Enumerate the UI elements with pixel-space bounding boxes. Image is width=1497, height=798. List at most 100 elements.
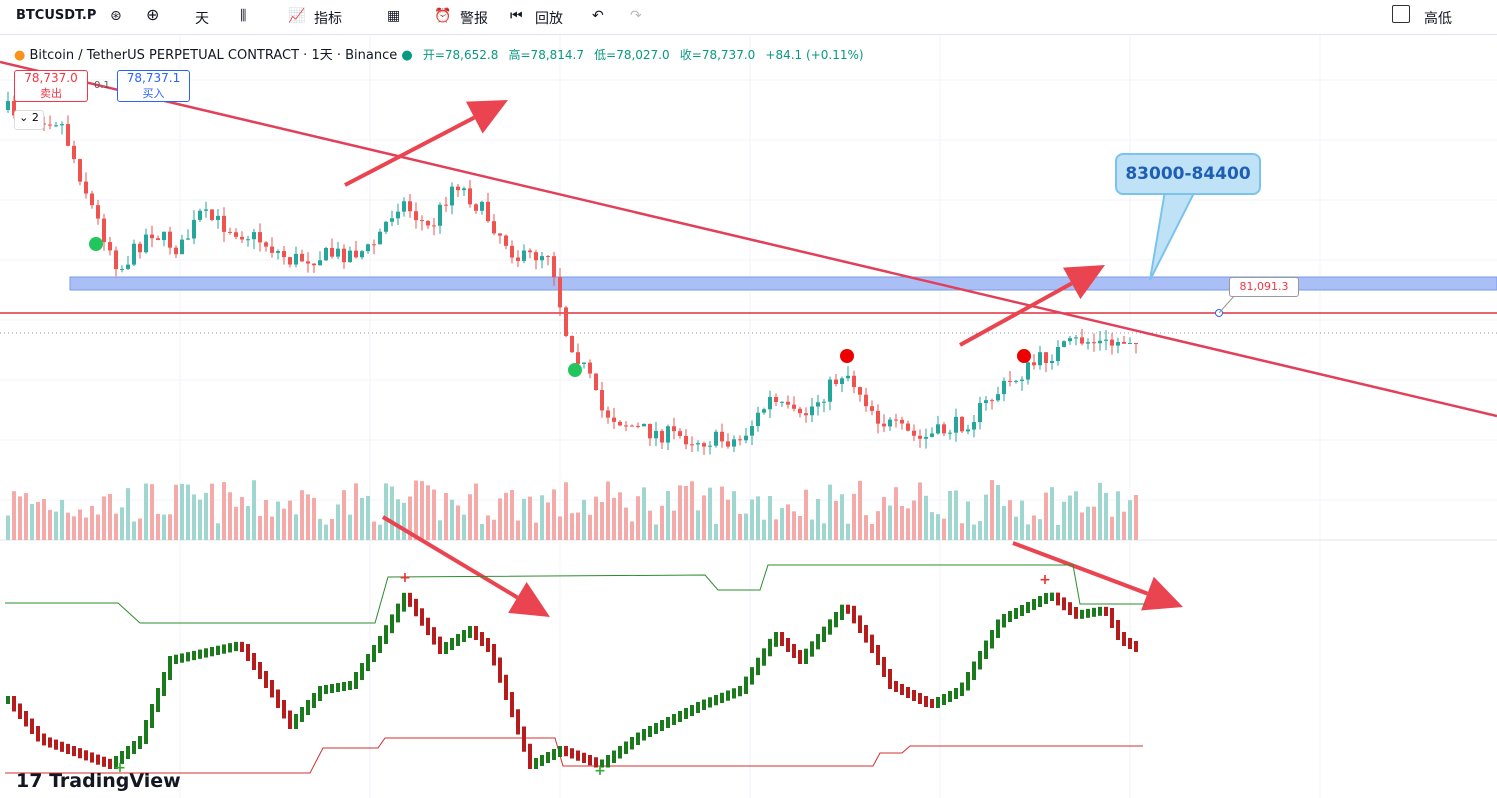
right-button[interactable]: 高低 (1424, 11, 1452, 27)
volume-bar (1044, 492, 1048, 540)
osc-bar (1116, 620, 1120, 640)
osc-bar (546, 752, 550, 763)
osc-bar (576, 750, 580, 761)
symbol[interactable]: BTCUSDT.P (16, 8, 97, 23)
candle (294, 253, 298, 265)
osc-bar (936, 697, 940, 708)
candle (876, 410, 880, 424)
icon[interactable]: ⊛ (110, 8, 122, 24)
replay[interactable]: 回放 (535, 11, 563, 27)
redo[interactable]: ↷ (630, 8, 642, 24)
osc-bar (288, 710, 292, 729)
marker: + (399, 570, 411, 586)
osc-bar (1134, 641, 1138, 652)
arrow-head (465, 100, 508, 134)
volume-bar (1110, 516, 1114, 540)
candle (936, 424, 940, 434)
icon[interactable]: ▦ (387, 8, 401, 24)
volume-bar (948, 490, 952, 540)
volume-bar (288, 500, 292, 540)
osc-bar (660, 720, 664, 731)
candle (1104, 339, 1108, 341)
candle (198, 210, 202, 220)
candle (360, 251, 364, 258)
undo[interactable]: ↶ (592, 8, 604, 24)
osc-bar (186, 652, 190, 662)
volume-bar (486, 515, 490, 540)
osc-bar (78, 748, 82, 759)
interval[interactable]: 天 (195, 11, 209, 27)
volume-bar (546, 502, 550, 540)
osc-bar (858, 615, 862, 633)
marker: + (114, 760, 126, 776)
volume-bar (990, 480, 994, 540)
icon[interactable]: ⫼ (240, 8, 247, 24)
osc-bar (840, 604, 844, 620)
icon[interactable] (1392, 5, 1410, 23)
candle (1134, 343, 1138, 345)
indicators[interactable]: 指标 (314, 11, 342, 27)
osc-bar (534, 758, 538, 769)
high: 高=78,814.7 (508, 48, 585, 62)
osc-bar (1032, 599, 1036, 610)
candle (528, 250, 532, 253)
osc-bar (102, 756, 106, 767)
osc-bar (954, 688, 958, 699)
osc-bar (780, 632, 784, 646)
osc-bar (894, 681, 898, 692)
volume-bar (258, 516, 262, 540)
candle (342, 248, 346, 263)
candle (498, 233, 502, 236)
volume-bar (1116, 491, 1120, 540)
volume-bar (222, 482, 226, 540)
volume-bar (240, 497, 244, 540)
volume-bar (420, 481, 424, 540)
candle (720, 431, 724, 442)
osc-bar (1068, 602, 1072, 615)
volume-bar (12, 491, 16, 540)
volume-bar (336, 504, 340, 540)
volume-bar (630, 521, 634, 540)
volume-bar (204, 492, 208, 540)
candle (570, 335, 574, 353)
candle (690, 444, 694, 446)
osc-bar (1044, 593, 1048, 604)
volume-bar (816, 498, 820, 540)
brand: TradingView (49, 770, 181, 792)
icon[interactable]: ⊕ (146, 5, 160, 24)
volume-bar (192, 494, 196, 540)
volume-bar (474, 483, 478, 540)
volume-bar (774, 519, 778, 540)
volume-bar (390, 486, 394, 540)
volume-bar (834, 500, 838, 540)
candle (768, 397, 772, 410)
osc-bar (594, 757, 598, 768)
volume-bar (744, 513, 748, 540)
volume-bar (270, 516, 274, 540)
osc-bar (378, 636, 382, 653)
alert[interactable]: 警报 (460, 11, 488, 27)
osc-bar (732, 688, 736, 699)
osc-bar (1050, 592, 1054, 601)
coin-icon: ● (14, 48, 26, 63)
sell-button[interactable]: 78,737.0 卖出 (14, 70, 88, 102)
candle (66, 124, 70, 146)
candle (900, 419, 904, 424)
quantity[interactable]: 0.1 (94, 80, 110, 91)
volume-bar (780, 508, 784, 540)
volume-bar (1092, 506, 1096, 540)
volume-bar (174, 484, 178, 540)
candle (96, 205, 100, 219)
osc-bar (888, 669, 892, 689)
candle (594, 373, 598, 390)
candle (150, 234, 154, 239)
buy-button[interactable]: 78,737.1 买入 (117, 70, 190, 102)
osc-bar (270, 680, 274, 698)
osc-bar (42, 733, 46, 746)
volume-bar (84, 517, 88, 540)
candle (258, 232, 262, 243)
candle (1032, 362, 1036, 366)
counter[interactable]: ⌄ 2 (14, 110, 44, 130)
volume-bar (558, 516, 562, 540)
